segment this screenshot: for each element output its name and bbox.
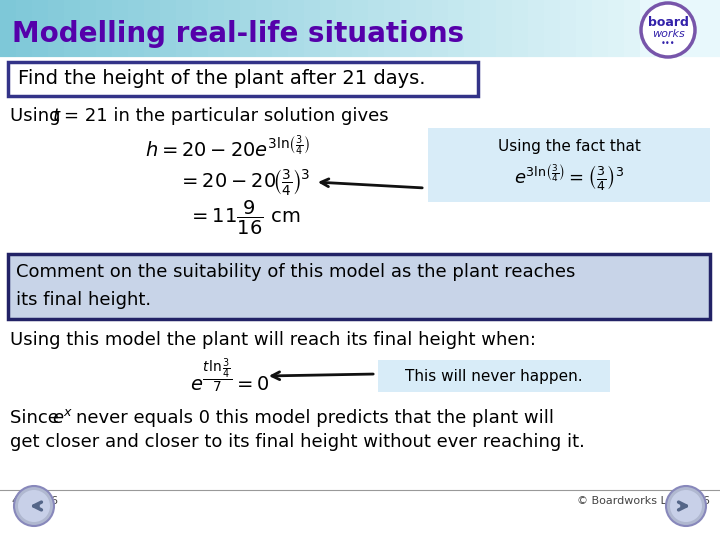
Text: 42 of 66: 42 of 66 <box>12 496 58 506</box>
Polygon shape <box>480 0 496 58</box>
Text: $t$: $t$ <box>52 107 62 125</box>
Polygon shape <box>592 0 608 58</box>
Polygon shape <box>464 0 480 58</box>
Polygon shape <box>240 0 256 58</box>
Text: works: works <box>652 29 685 39</box>
Polygon shape <box>624 0 640 58</box>
Polygon shape <box>528 0 544 58</box>
FancyBboxPatch shape <box>428 128 710 202</box>
Text: its final height.: its final height. <box>16 291 151 309</box>
Text: $e^x$: $e^x$ <box>52 409 73 427</box>
Text: •••: ••• <box>661 39 675 49</box>
Polygon shape <box>224 0 240 58</box>
Text: never equals 0 this model predicts that the plant will: never equals 0 this model predicts that … <box>76 409 554 427</box>
Polygon shape <box>192 0 208 58</box>
Polygon shape <box>544 0 560 58</box>
Polygon shape <box>0 0 16 58</box>
Polygon shape <box>416 0 432 58</box>
Polygon shape <box>208 0 224 58</box>
Text: © Boardworks Ltd 2006: © Boardworks Ltd 2006 <box>577 496 710 506</box>
Text: Find the height of the plant after 21 days.: Find the height of the plant after 21 da… <box>18 70 426 89</box>
Text: Comment on the suitability of this model as the plant reaches: Comment on the suitability of this model… <box>16 263 575 281</box>
Polygon shape <box>576 0 592 58</box>
Polygon shape <box>432 0 448 58</box>
Polygon shape <box>80 0 96 58</box>
Polygon shape <box>48 0 64 58</box>
FancyBboxPatch shape <box>8 62 478 96</box>
Polygon shape <box>304 0 320 58</box>
Polygon shape <box>112 0 128 58</box>
Polygon shape <box>288 0 304 58</box>
Polygon shape <box>608 0 624 58</box>
Polygon shape <box>272 0 288 58</box>
FancyBboxPatch shape <box>8 254 710 319</box>
Polygon shape <box>448 0 464 58</box>
Polygon shape <box>16 0 32 58</box>
Polygon shape <box>352 0 368 58</box>
Text: Using the fact that: Using the fact that <box>498 138 640 153</box>
Polygon shape <box>400 0 416 58</box>
FancyBboxPatch shape <box>640 0 720 58</box>
Polygon shape <box>384 0 400 58</box>
Text: = 21 in the particular solution gives: = 21 in the particular solution gives <box>64 107 389 125</box>
Polygon shape <box>336 0 352 58</box>
Text: board: board <box>647 16 688 29</box>
Text: $h = 20 - 20e^{3\ln\!\left(\frac{3}{4}\right)}$: $h = 20 - 20e^{3\ln\!\left(\frac{3}{4}\r… <box>145 135 310 161</box>
Text: Using this model the plant will reach its final height when:: Using this model the plant will reach it… <box>10 331 536 349</box>
Polygon shape <box>560 0 576 58</box>
Text: get closer and closer to its final height without ever reaching it.: get closer and closer to its final heigh… <box>10 433 585 451</box>
Circle shape <box>14 486 54 526</box>
Polygon shape <box>128 0 144 58</box>
FancyBboxPatch shape <box>378 360 610 392</box>
Polygon shape <box>496 0 512 58</box>
Polygon shape <box>32 0 48 58</box>
Text: Modelling real-life situations: Modelling real-life situations <box>12 20 464 48</box>
Text: Since: Since <box>10 409 65 427</box>
Polygon shape <box>96 0 112 58</box>
Polygon shape <box>256 0 272 58</box>
Polygon shape <box>160 0 176 58</box>
Polygon shape <box>512 0 528 58</box>
Polygon shape <box>320 0 336 58</box>
Circle shape <box>18 490 50 522</box>
Circle shape <box>666 486 706 526</box>
Polygon shape <box>64 0 80 58</box>
Polygon shape <box>368 0 384 58</box>
Text: $= 20 - 20\!\left(\frac{3}{4}\right)^{\!3}$: $= 20 - 20\!\left(\frac{3}{4}\right)^{\!… <box>179 167 310 197</box>
Text: $e^{\dfrac{t\ln\frac{3}{4}}{7}} = 0$: $e^{\dfrac{t\ln\frac{3}{4}}{7}} = 0$ <box>190 357 270 395</box>
Polygon shape <box>144 0 160 58</box>
Circle shape <box>670 490 702 522</box>
Text: Using: Using <box>10 107 66 125</box>
Text: $e^{3\ln\!\left(\frac{3}{4}\right)} = \left(\frac{3}{4}\right)^3$: $e^{3\ln\!\left(\frac{3}{4}\right)} = \l… <box>514 163 624 193</box>
Circle shape <box>641 3 695 57</box>
Polygon shape <box>176 0 192 58</box>
Text: This will never happen.: This will never happen. <box>405 368 582 383</box>
Text: $= 11\dfrac{9}{16}\ \mathrm{cm}$: $= 11\dfrac{9}{16}\ \mathrm{cm}$ <box>188 199 300 237</box>
